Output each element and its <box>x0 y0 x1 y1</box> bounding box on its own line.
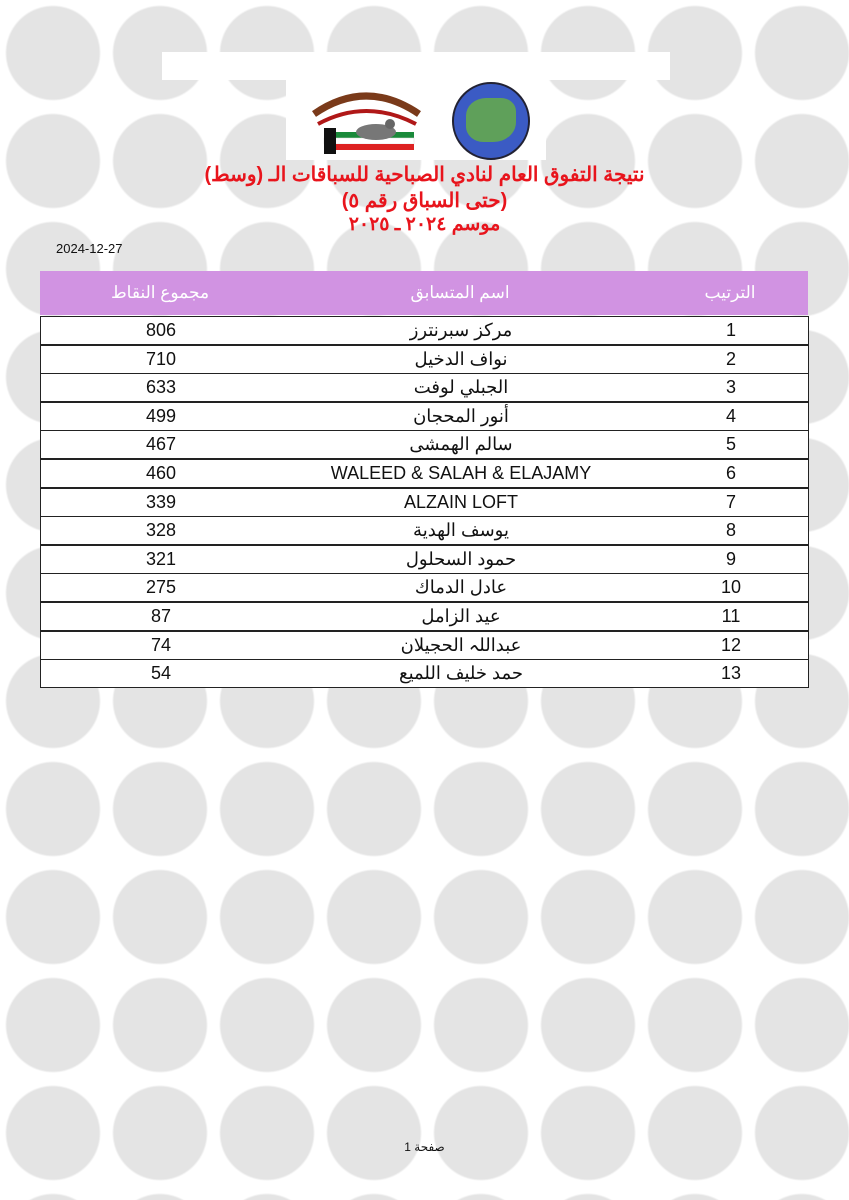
rank-cell: 3 <box>725 377 736 398</box>
points-cell: 633 <box>145 377 177 398</box>
name-cell: أنور المحجان <box>413 405 509 426</box>
table-row: 8 يوسف الهدية 328 <box>40 516 809 546</box>
points-cell: 275 <box>145 577 177 598</box>
name-cell: مركز سبرنترز <box>409 320 513 340</box>
rank-cell: 7 <box>725 491 736 512</box>
title-line-2: (حتى السباق رقم ٥) <box>341 190 508 212</box>
logos <box>286 80 546 160</box>
report-date: 2024-12-27 <box>56 241 123 256</box>
rank-cell: 6 <box>725 463 736 483</box>
points-cell: 54 <box>150 663 172 684</box>
rank-cell: 10 <box>720 577 742 598</box>
table-row: 3 الجبلي لوفت 633 <box>40 373 809 403</box>
points-cell: 499 <box>145 405 177 426</box>
rank-cell: 4 <box>725 405 736 426</box>
rank-cell: 9 <box>725 548 736 569</box>
table-row: 1 مركز سبرنترز 806 <box>40 316 809 345</box>
points-cell: 710 <box>145 348 177 369</box>
rank-cell: 2 <box>725 348 736 369</box>
title-line-3: موسم ٢٠٢٤ ـ ٢٠٢٥ <box>348 214 501 235</box>
table-row: 4 أنور المحجان 499 <box>40 401 809 431</box>
kuwait-racing-pigeon-club-logo <box>304 84 429 156</box>
points-cell: 321 <box>145 548 177 569</box>
points-cell: 460 <box>145 463 177 483</box>
rank-cell: 13 <box>720 663 742 684</box>
header-blank-bar <box>162 52 670 80</box>
points-cell: 74 <box>150 634 172 655</box>
name-cell: الجبلي لوفت <box>413 377 509 398</box>
name-cell: عادل الدماك <box>414 577 508 598</box>
column-header-points: مجموع النقاط <box>110 283 210 302</box>
name-cell: حمود السحلول <box>405 548 517 569</box>
title-line-1: نتيجة التفوق العام لنادي الصباحية للسباق… <box>204 164 645 186</box>
table-row: 6 WALEED & SALAH & ELAJAMY 460 <box>40 459 809 488</box>
table-row: 9 حمود السحلول 321 <box>40 544 809 574</box>
name-cell: عيد الزامل <box>421 606 501 626</box>
points-cell: 328 <box>145 520 177 541</box>
table-row: 13 حمد خليف اللميع 54 <box>40 659 809 689</box>
points-cell: 806 <box>145 320 177 340</box>
rank-cell: 11 <box>721 606 741 626</box>
table-row: 11 عيد الزامل 87 <box>40 602 809 631</box>
name-cell: سالم الهمشى <box>409 434 513 455</box>
points-cell: 339 <box>145 491 177 512</box>
column-header-name: اسم المتسابق <box>410 283 510 302</box>
points-cell: 467 <box>145 434 177 455</box>
rank-cell: 1 <box>725 320 736 340</box>
table-row: 2 نواف الدخيل 710 <box>40 344 809 374</box>
rank-cell: 5 <box>725 434 736 455</box>
name-cell: حمد خليف اللميع <box>399 663 523 684</box>
name-cell: يوسف الهدية <box>413 520 509 541</box>
table-row: 12 عبداللہ الحجيلان 74 <box>40 630 809 660</box>
name-cell: WALEED & SALAH & ELAJAMY <box>330 463 592 483</box>
kuwait-federation-logo <box>452 82 530 160</box>
table-header: الترتيب اسم المتسابق مجموع النقاط <box>40 271 808 315</box>
column-header-rank: الترتيب <box>704 283 756 302</box>
table-row: 5 سالم الهمشى 467 <box>40 430 809 460</box>
page-number: صفحة 1 <box>404 1140 445 1154</box>
points-cell: 87 <box>150 606 172 626</box>
rank-cell: 12 <box>720 634 742 655</box>
name-cell: ALZAIN LOFT <box>403 491 519 512</box>
name-cell: نواف الدخيل <box>414 348 508 369</box>
rank-cell: 8 <box>725 520 736 541</box>
table-row: 7 ALZAIN LOFT 339 <box>40 487 809 517</box>
table-row: 10 عادل الدماك 275 <box>40 573 809 603</box>
name-cell: عبداللہ الحجيلان <box>400 634 522 655</box>
